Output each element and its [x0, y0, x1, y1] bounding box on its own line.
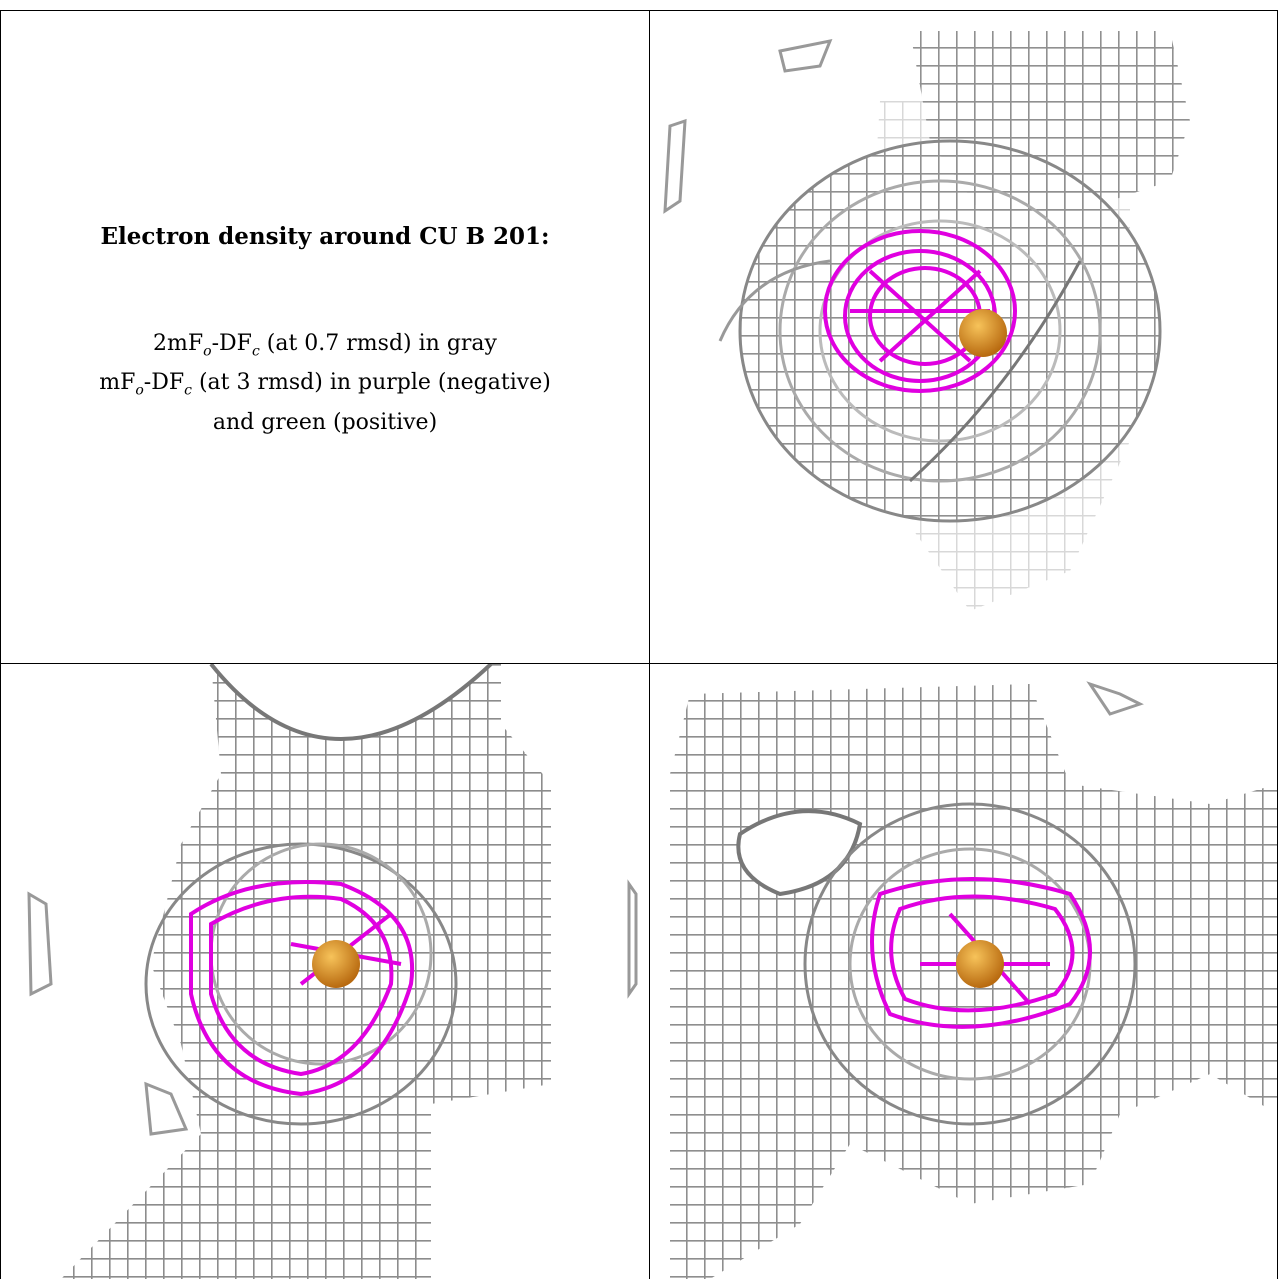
mesh-fragment — [663, 118, 687, 214]
center-rule — [649, 10, 650, 1279]
mesh-fragment — [1086, 681, 1144, 716]
top-rule — [0, 10, 1278, 11]
copper-atom — [956, 940, 1004, 988]
legend-line-green: and green (positive) — [212, 409, 438, 435]
negative-density-mesh — [823, 229, 1017, 393]
mesh-fragment — [144, 1081, 189, 1136]
view-bottom-left — [1, 664, 649, 1279]
caption-legend: 2mFo-DFc (at 0.7 rmsd) in gray mFo-DFc (… — [99, 328, 551, 438]
copper-atom — [312, 940, 360, 988]
caption-title: Electron density around CU B 201: — [100, 223, 550, 250]
copper-atom — [959, 309, 1007, 357]
mesh-fragment — [27, 891, 53, 997]
view-bottom-right — [650, 664, 1277, 1279]
legend-line-purple: mFo-DFc (at 3 rmsd) in purple (negative) — [99, 370, 551, 399]
caption-cell: Electron density around CU B 201: 2mFo-D… — [1, 11, 649, 663]
legend-line-gray: 2mFo-DFc (at 0.7 rmsd) in gray — [153, 331, 497, 360]
mesh-fragment — [778, 38, 833, 73]
mesh-main-body — [61, 664, 551, 1279]
view-top-right — [650, 11, 1277, 663]
mesh-fragment — [627, 879, 638, 999]
left-rule — [0, 10, 1, 1279]
mesh-main-sphere — [740, 141, 1160, 521]
middle-rule — [0, 663, 1278, 664]
